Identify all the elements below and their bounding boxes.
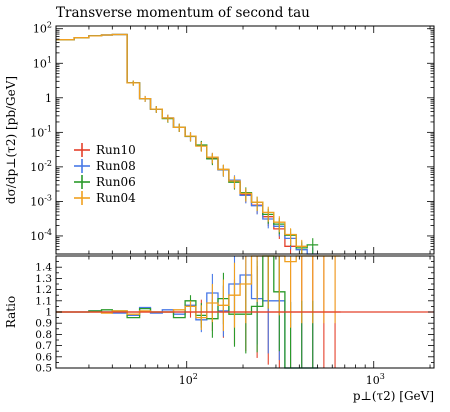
x-tick-label: 102 xyxy=(179,372,198,387)
ratio-tick-label: 0.9 xyxy=(35,318,52,330)
y-axis-label: dσ/dp⊥(τ2) [pb/GeV] xyxy=(4,76,18,204)
ratio-tick-label: 0.5 xyxy=(35,363,52,375)
series-line-run04 xyxy=(56,33,308,247)
legend-label-run04: Run04 xyxy=(96,191,136,205)
series-line-run06 xyxy=(56,33,319,249)
ratio-axis-label: Ratio xyxy=(4,296,18,328)
ratio-tick-label: 0.8 xyxy=(35,329,52,341)
ratio-tick-label: 1.4 xyxy=(35,262,52,274)
ratio-tick-label: 1.1 xyxy=(35,295,52,307)
legend-label-run10: Run10 xyxy=(96,143,136,157)
y-tick-label: 101 xyxy=(33,55,52,70)
ratio-tick-label: 1.3 xyxy=(35,273,52,285)
x-axis-label: p⊥(τ2) [GeV] xyxy=(353,389,434,403)
ratio-tick-label: 0.6 xyxy=(35,351,52,363)
y-tick-label: 10-2 xyxy=(30,159,52,174)
series-line-run10 xyxy=(56,33,297,247)
y-tick-label: 10-4 xyxy=(30,228,52,243)
main-plot-frame xyxy=(55,25,435,255)
x-tick-label: 103 xyxy=(366,372,385,387)
ratio-tick-label: 1.2 xyxy=(35,284,52,296)
legend-label-run06: Run06 xyxy=(96,175,136,189)
ratio-tick-label: 1 xyxy=(45,307,52,319)
ratio-line-run04 xyxy=(56,255,341,319)
y-tick-label: 1 xyxy=(45,92,52,105)
y-tick-label: 10-3 xyxy=(30,193,52,208)
y-tick-label: 10-1 xyxy=(30,124,52,139)
ratio-tick-label: 0.7 xyxy=(35,340,52,352)
y-tick-label: 102 xyxy=(33,21,52,36)
legend-label-run08: Run08 xyxy=(96,159,136,173)
chart-title: Transverse momentum of second tau xyxy=(56,5,310,21)
